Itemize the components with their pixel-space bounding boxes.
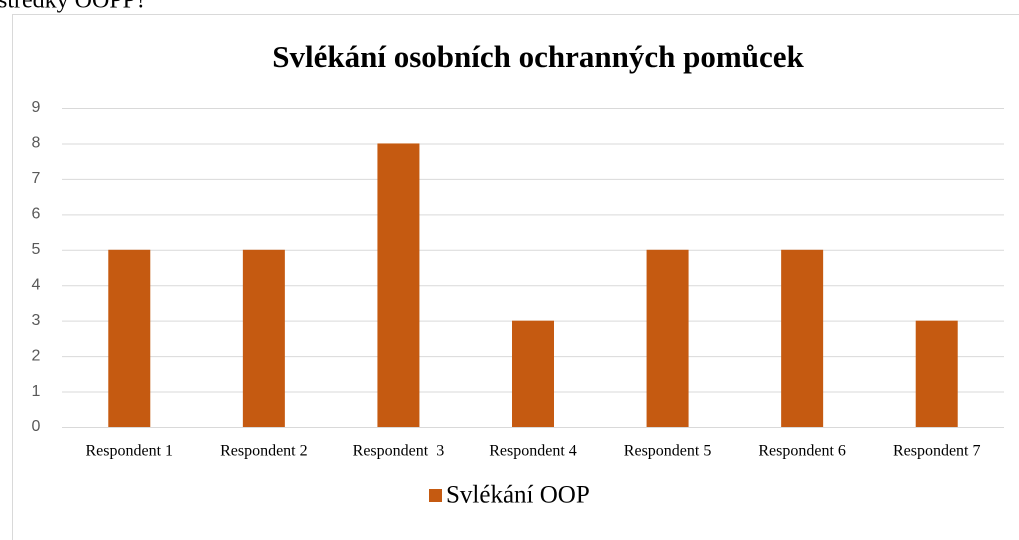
legend-label: Svlékání OOP: [446, 482, 590, 509]
x-tick-label: Respondent 1: [86, 443, 174, 460]
legend-swatch: [429, 489, 442, 502]
bar: [108, 249, 151, 427]
x-tick-label: Respondent 5: [624, 443, 712, 460]
y-tick-label: 3: [32, 312, 41, 329]
chart-frame: [12, 14, 1019, 540]
x-tick-label: Respondent 6: [758, 443, 846, 460]
y-tick-label: 2: [32, 347, 41, 364]
x-tick-label: Respondent 3: [353, 443, 445, 460]
y-tick-label: 5: [32, 241, 41, 258]
bar: [512, 320, 554, 427]
bar: [646, 249, 689, 427]
x-tick-label: Respondent 4: [489, 443, 577, 460]
bar: [781, 249, 824, 427]
bar: [377, 143, 420, 427]
text-above: středky OOPP?: [0, 0, 147, 14]
x-tick-label: Respondent 7: [893, 443, 981, 460]
y-tick-label: 9: [32, 99, 41, 116]
chart-title: Svlékání osobních ochranných pomůcek: [272, 39, 804, 74]
x-tick-label: Respondent 2: [220, 443, 308, 460]
y-tick-label: 7: [32, 170, 41, 187]
y-tick-label: 0: [32, 418, 41, 435]
bar: [242, 249, 285, 427]
bar: [915, 320, 958, 427]
y-tick-label: 4: [32, 276, 41, 293]
y-tick-label: 1: [32, 383, 41, 400]
y-tick-label: 6: [32, 206, 41, 223]
y-tick-label: 8: [32, 135, 41, 152]
